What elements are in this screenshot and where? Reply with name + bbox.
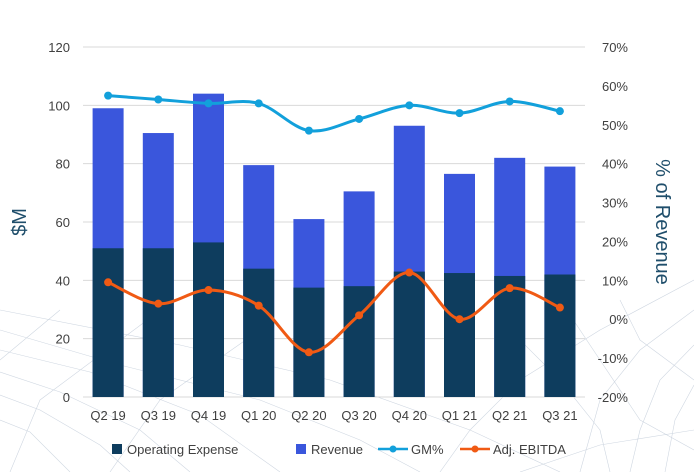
- legend-label-gm: GM%: [411, 442, 444, 457]
- left-axis-ticks: 0 20 40 60 80 100 120: [48, 40, 70, 405]
- bar-operating-expense-q1-21: [444, 273, 475, 397]
- point-gm-q2-20: [304, 126, 313, 135]
- point-adj-ebitda-q4-19: [204, 286, 213, 295]
- left-tick-label: 40: [56, 273, 70, 288]
- x-tick-label: Q4 20: [392, 408, 427, 423]
- right-tick-label: 20%: [602, 234, 628, 249]
- operating-expense-bars: [92, 242, 576, 397]
- point-adj-ebitda-q1-21: [455, 315, 464, 324]
- left-tick-label: 20: [56, 332, 70, 347]
- legend: Operating Expense Revenue GM% Adj. EBITD…: [112, 442, 566, 457]
- legend-swatch-ebitda-marker: [471, 445, 479, 453]
- bar-operating-expense-q2-21: [494, 275, 526, 397]
- point-adj-ebitda-q2-21: [505, 284, 514, 293]
- x-tick-label: Q2 19: [90, 408, 125, 423]
- point-adj-ebitda-q4-20: [405, 268, 414, 277]
- right-tick-label: 30%: [602, 196, 628, 211]
- point-adj-ebitda-q2-19: [104, 278, 113, 287]
- left-tick-label: 80: [56, 157, 70, 172]
- x-tick-label: Q2 20: [291, 408, 326, 423]
- bar-operating-expense-q3-19: [142, 248, 174, 397]
- bar-operating-expense-q3-21: [544, 274, 576, 397]
- legend-swatch-operating-expense: [112, 444, 122, 454]
- right-tick-label: 60%: [602, 79, 628, 94]
- point-adj-ebitda-q2-20: [304, 348, 313, 357]
- point-gm-q4-19: [204, 99, 213, 108]
- legend-swatch-gm-marker: [389, 445, 397, 453]
- x-tick-label: Q3 19: [141, 408, 176, 423]
- point-adj-ebitda-q1-20: [254, 301, 263, 310]
- point-gm-q1-21: [455, 109, 464, 118]
- bar-operating-expense-q2-20: [293, 287, 325, 397]
- left-tick-label: 120: [48, 40, 70, 55]
- left-tick-label: 0: [63, 390, 70, 405]
- left-tick-label: 100: [48, 98, 70, 113]
- point-gm-q3-21: [555, 107, 564, 116]
- line-series: [104, 91, 564, 357]
- legend-swatch-revenue: [296, 444, 306, 454]
- right-axis-ticks: -20% -10% 0% 10% 20% 30% 40% 50% 60% 70%: [598, 40, 629, 405]
- x-tick-label: Q1 20: [241, 408, 276, 423]
- x-tick-label: Q3 21: [542, 408, 577, 423]
- right-tick-label: -20%: [598, 390, 629, 405]
- right-tick-label: -10%: [598, 351, 629, 366]
- right-tick-label: 70%: [602, 40, 628, 55]
- background-mesh: [0, 279, 694, 472]
- point-gm-q2-19: [104, 91, 113, 100]
- right-axis-title: % of Revenue: [651, 159, 673, 285]
- x-axis-ticks: Q2 19 Q3 19 Q4 19 Q1 20 Q2 20 Q3 20 Q4 20 Q1 21…: [90, 408, 577, 423]
- bar-operating-expense-q4-19: [193, 242, 224, 397]
- x-tick-label: Q3 20: [341, 408, 376, 423]
- right-tick-label: 10%: [602, 273, 628, 288]
- line-gm: [107, 94, 561, 133]
- point-gm-q3-20: [355, 114, 364, 123]
- legend-label-revenue: Revenue: [311, 442, 363, 457]
- point-gm-q2-21: [505, 97, 514, 106]
- legend-label-ebitda: Adj. EBITDA: [493, 442, 566, 457]
- bar-operating-expense-q2-19: [92, 248, 124, 397]
- point-adj-ebitda-q3-20: [355, 311, 364, 320]
- point-gm-q3-19: [154, 95, 163, 104]
- line-adj-ebitda: [107, 271, 561, 354]
- right-tick-label: 40%: [602, 157, 628, 172]
- x-tick-label: Q4 19: [191, 408, 226, 423]
- right-tick-label: 50%: [602, 118, 628, 133]
- legend-label-operating-expense: Operating Expense: [127, 442, 238, 457]
- left-axis-title: $M: [9, 208, 31, 236]
- bar-operating-expense-q4-20: [393, 271, 425, 397]
- point-gm-q4-20: [405, 101, 414, 110]
- point-adj-ebitda-q3-19: [154, 299, 163, 308]
- x-tick-label: Q2 21: [492, 408, 527, 423]
- bar-operating-expense-q1-20: [243, 268, 275, 397]
- x-tick-label: Q1 21: [442, 408, 477, 423]
- right-tick-label: 0%: [609, 312, 628, 327]
- point-gm-q1-20: [254, 99, 263, 108]
- left-tick-label: 60: [56, 215, 70, 230]
- point-adj-ebitda-q3-21: [555, 303, 564, 312]
